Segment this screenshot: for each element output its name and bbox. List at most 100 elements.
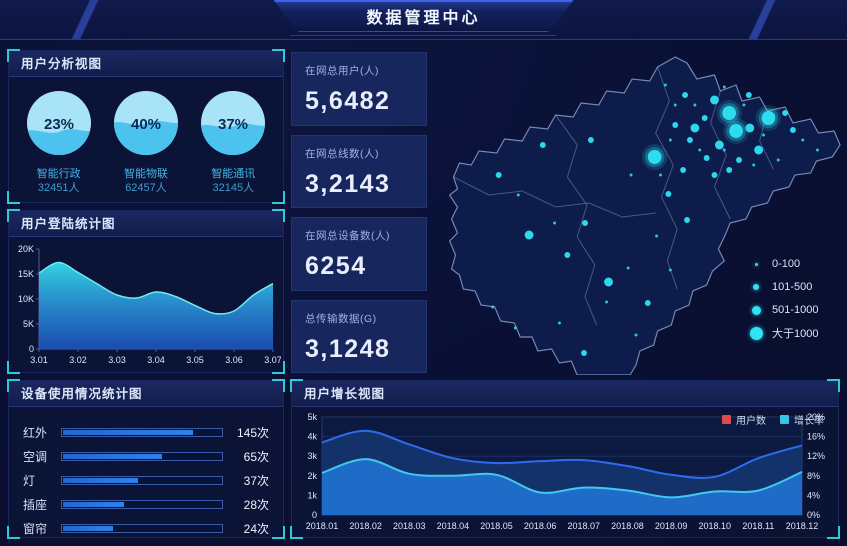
svg-text:2018.10: 2018.10 [698,521,731,531]
svg-text:20%: 20% [807,412,825,422]
corner-bracket [827,379,840,392]
device-bar-track [61,451,223,461]
panel-device-usage: 设备使用情况统计图 红外 145次 空调 65次灯 37次 插座 28次 窗帘 24次 [7,379,285,539]
svg-text:2018.05: 2018.05 [480,521,513,531]
device-value: 145次 [236,425,269,440]
device-row: 空调 65次 [23,445,269,467]
map-internal-borders [453,66,774,326]
device-bar-fill [63,429,193,435]
device-bar-fill [63,501,124,507]
svg-text:8%: 8% [807,471,820,481]
stat-label: 在网总设备数(人) [305,230,390,242]
stat-label: 在网总用户(人) [305,65,379,77]
device-bar-fill [63,453,163,459]
stat-value: 5,6482 [305,87,391,115]
stat-value: 3,1248 [305,334,391,363]
map-legend-item: 101-500 [748,280,819,294]
page-title-banner: 数据管理中心 [274,0,574,29]
corner-bracket [290,379,303,392]
svg-text:0%: 0% [807,510,820,520]
map-legend-label: 大于1000 [772,328,819,340]
device-label: 插座 [23,497,48,512]
device-row: 窗帘 24次 [23,517,269,539]
region-map: 0-100 101-500 501-1000 大于1000 [430,45,842,376]
panel-user-growth: 用户增长视图 用户数 增长率 0 0% 1k 4% 2k 8% 3k 12% 4k 16% 5k 20%… [290,379,840,539]
dot-icon [749,326,763,340]
svg-text:2018.01: 2018.01 [306,521,339,531]
stat-card: 在网总设备数(人) 6254 [291,217,427,291]
corner-bracket [272,49,285,62]
map-legend-item: 大于1000 [748,326,819,340]
stat-card: 总传输数据(G) 3,1248 [291,299,427,373]
header-stand-decoration [290,31,558,36]
device-label: 灯 [23,473,36,488]
device-row: 插座 28次 [23,493,269,515]
legend-item-用户数[interactable]: 用户数 [722,412,766,427]
map-legend-label: 101-500 [772,281,813,293]
dot-icon [753,284,759,290]
svg-text:3.04: 3.04 [147,355,165,365]
liquid-gauge: 23% 智能行政 32451人 [17,89,101,195]
map-outline [448,56,841,376]
gauge-circle: 23% [26,91,91,155]
corner-bracket [272,209,285,222]
device-bar-fill [63,525,113,531]
map-legend-label: 0-100 [772,258,801,270]
map-data-dots [491,83,819,356]
device-row: 灯 37次 [23,469,269,491]
panel-login-stats: 用户登陆统计图 0 5K 10K 15K 20K 3.01 3.02 3.03 3.04 3.05… [7,209,285,374]
svg-text:2018.07: 2018.07 [568,521,601,531]
liquid-gauge: 40% 智能物联 62457人 [104,89,188,195]
svg-text:3.06: 3.06 [225,355,243,365]
map-legend-item: 0-100 [748,257,819,271]
device-value: 24次 [243,521,269,536]
stat-label: 在网总线数(人) [305,147,379,160]
svg-text:2018.08: 2018.08 [611,521,644,531]
svg-text:5K: 5K [23,319,34,329]
device-bar-track [61,523,223,533]
svg-text:1k: 1k [307,490,317,500]
gauge-circle: 37% [201,91,266,155]
svg-text:20K: 20K [18,244,34,254]
corner-bracket [7,191,20,204]
gauge-label: 智能通讯 [211,168,256,180]
svg-text:16%: 16% [807,432,825,442]
device-label: 红外 [23,425,48,440]
panel-title-login-stats: 用户登陆统计图 [9,211,283,237]
gauge-group: 23% 智能行政 32451人 40% 智能物联 62457人 37% 智能通讯 32145人 [9,77,283,195]
map-legend-item: 501-1000 [748,303,819,317]
svg-text:10K: 10K [18,294,34,304]
corner-bracket [827,526,840,539]
stat-label: 总传输数据(G) [305,312,377,325]
corner-bracket [7,526,20,539]
device-value: 37次 [243,473,269,488]
svg-text:2018.03: 2018.03 [393,521,426,531]
header: 数据管理中心 [0,0,847,40]
corner-bracket [272,361,285,374]
svg-text:2018.12: 2018.12 [786,521,819,531]
map-legend-dot-icon [748,262,764,266]
page-title: 数据管理中心 [366,9,481,27]
corner-bracket [272,379,285,392]
panel-title-user-analysis: 用户分析视图 [9,51,283,77]
svg-text:4k: 4k [307,432,317,442]
map-legend: 0-100 101-500 501-1000 大于1000 [748,257,819,340]
device-bar-track [61,499,223,509]
panel-user-analysis: 用户分析视图 23% 智能行政 32451人 40% 智能物联 62457人 37% 智能通讯… [7,49,285,204]
map-legend-dot-icon [748,305,764,315]
map-legend-label: 501-1000 [772,304,819,316]
gauge-circle: 40% [113,91,178,155]
device-row: 红外 145次 [23,421,269,443]
svg-text:2018.04: 2018.04 [437,521,470,531]
map-svg [448,56,841,376]
corner-bracket [7,49,20,62]
legend-item-增长率[interactable]: 增长率 [780,412,824,427]
corner-bracket [272,526,285,539]
gauge-percent: 37% [218,116,248,133]
gauge-label: 智能行政 [36,168,81,180]
svg-text:5k: 5k [307,412,317,422]
svg-text:3.05: 3.05 [186,355,204,365]
map-legend-dot-icon [748,284,764,290]
gauge-count: 62457人 [125,182,167,194]
